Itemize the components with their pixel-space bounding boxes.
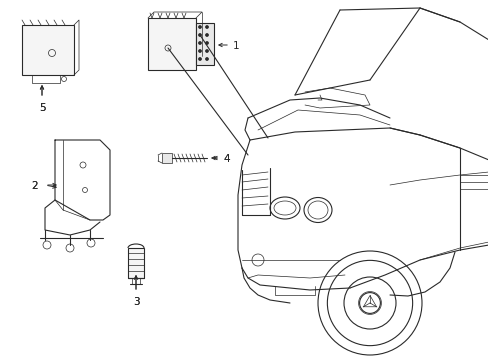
Circle shape	[205, 33, 208, 36]
Circle shape	[198, 58, 201, 60]
Circle shape	[326, 260, 412, 346]
Text: 2: 2	[31, 181, 38, 191]
Text: 3: 3	[132, 297, 139, 307]
Bar	[162, 153, 172, 163]
Circle shape	[198, 41, 201, 45]
Text: 2: 2	[31, 181, 38, 191]
Text: 4: 4	[223, 154, 229, 164]
Circle shape	[317, 251, 421, 355]
Bar	[148, 18, 196, 70]
Circle shape	[198, 33, 201, 36]
Circle shape	[205, 41, 208, 45]
Ellipse shape	[307, 201, 327, 219]
Bar	[22, 25, 74, 75]
Circle shape	[205, 58, 208, 60]
Bar	[128, 248, 143, 278]
Circle shape	[205, 50, 208, 53]
Ellipse shape	[273, 201, 295, 215]
Bar	[196, 23, 214, 65]
Text: 1: 1	[232, 41, 239, 51]
Ellipse shape	[269, 197, 299, 219]
Circle shape	[198, 50, 201, 53]
Circle shape	[198, 26, 201, 28]
Circle shape	[359, 293, 380, 314]
Circle shape	[205, 26, 208, 28]
Text: 4: 4	[223, 154, 229, 164]
Circle shape	[343, 277, 395, 329]
Text: 5: 5	[39, 103, 45, 113]
Ellipse shape	[304, 198, 331, 222]
Text: 5: 5	[39, 103, 45, 113]
Text: 3: 3	[132, 297, 139, 307]
